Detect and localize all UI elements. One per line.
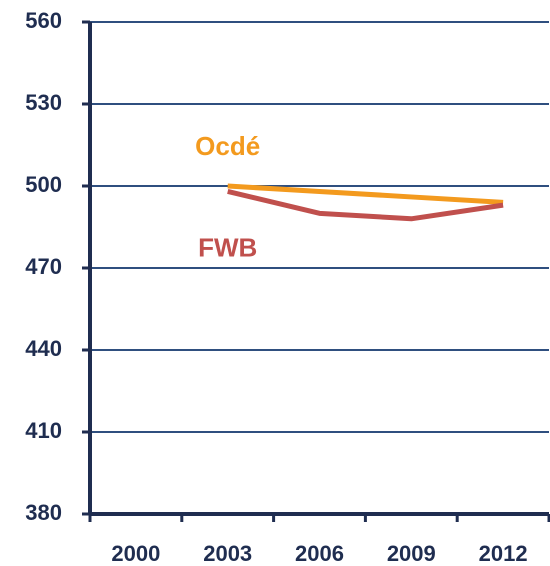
series-line	[227, 189, 504, 222]
y-tick-label: 410	[25, 418, 62, 443]
x-tick-label: 2003	[203, 541, 252, 566]
y-tick-label: 530	[25, 90, 62, 115]
series-label: Ocdé	[195, 131, 260, 161]
x-tick-label: 2009	[387, 541, 436, 566]
x-tick-label: 2006	[295, 541, 344, 566]
x-tick-label: 2012	[479, 541, 528, 566]
series-label: FWB	[198, 232, 257, 262]
y-tick-label: 380	[25, 500, 62, 525]
y-tick-label: 500	[25, 172, 62, 197]
series-line	[227, 183, 504, 205]
x-tick-label: 2000	[111, 541, 160, 566]
y-tick-label: 440	[25, 336, 62, 361]
y-tick-label: 470	[25, 254, 62, 279]
y-tick-label: 560	[25, 8, 62, 33]
